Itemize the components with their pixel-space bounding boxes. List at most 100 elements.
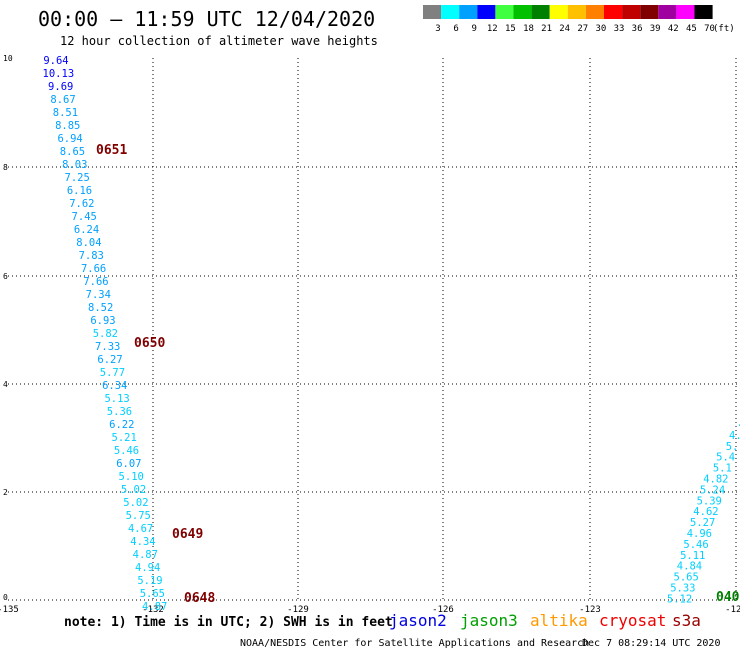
pass-time-label: 0648 <box>184 591 215 606</box>
legend-label: 27 <box>577 24 588 34</box>
wave-height-label: 6.34 <box>102 380 127 392</box>
wave-height-label: 5.39 <box>697 495 722 507</box>
footer-note: note: 1) Time is in UTC; 2) SWH is in fe… <box>64 615 393 630</box>
wave-height-label: 5.75 <box>126 510 151 522</box>
x-tick-label: -132 <box>142 605 164 615</box>
wave-height-label: 7.34 <box>86 289 111 301</box>
pass-time-label: 0651 <box>96 143 127 158</box>
satellite-track-right: 44.5.5.45.14.825.245.394.625.274.965.465… <box>667 419 740 605</box>
wave-height-label: 4.67 <box>128 523 153 535</box>
wave-height-label: 8.65 <box>60 146 85 158</box>
wave-height-label: 4.87 <box>142 601 167 613</box>
legend-swatch <box>513 5 532 19</box>
wave-height-label: 5.46 <box>114 445 139 457</box>
color-legend: 3 6 9 12 15 18 21 24 27 30 33 36 39 42 45 70 <box>423 5 715 34</box>
wave-height-label: 8.03 <box>62 159 87 171</box>
wave-height-label: 4.62 <box>693 506 718 518</box>
wave-height-label: 6.22 <box>109 419 134 431</box>
x-tick-label: -120 <box>725 605 740 615</box>
wave-height-label: 7.25 <box>65 172 90 184</box>
wave-height-label: 5.65 <box>140 588 165 600</box>
wave-height-label: 6.93 <box>90 315 115 327</box>
wave-height-label: 7.66 <box>81 263 106 275</box>
footer-timestamp: Dec 7 08:29:14 UTC 2020 <box>582 638 720 649</box>
legend-label: 45 <box>686 24 697 34</box>
wave-height-label: 5.19 <box>137 575 162 587</box>
satellite-name: s3a <box>672 611 701 630</box>
title: 00:00 – 11:59 UTC 12/04/2020 <box>38 7 375 31</box>
legend-swatch <box>477 5 496 19</box>
wave-height-label: 10.13 <box>43 68 75 80</box>
x-tick-label: -129 <box>287 605 309 615</box>
wave-height-label: 5.33 <box>670 583 695 595</box>
legend-swatch <box>658 5 677 19</box>
y-tick-label: 10 <box>3 54 13 63</box>
wave-height-label: 8.52 <box>88 302 113 314</box>
legend-label: 12 <box>487 24 498 34</box>
wave-height-label: 5.4 <box>716 452 735 464</box>
wave-height-label: 4.34 <box>130 536 155 548</box>
wave-height-label: 5.02 <box>121 484 146 496</box>
legend-swatch <box>495 5 514 19</box>
legend-swatch <box>640 5 659 19</box>
legend-swatch <box>604 5 623 19</box>
pass-time-label: 0649 <box>172 527 203 542</box>
wave-height-label: 5.13 <box>104 393 129 405</box>
wave-height-label: 5.77 <box>100 367 125 379</box>
x-tick-label: -126 <box>432 605 454 615</box>
wave-height-label: 7.83 <box>79 250 104 262</box>
legend-swatch <box>441 5 460 19</box>
wave-height-label: 7.33 <box>95 341 120 353</box>
wave-height-label: 5.27 <box>690 517 715 529</box>
wave-height-label: 5. <box>726 441 739 453</box>
legend-label: 18 <box>523 24 534 34</box>
wave-height-label: 4.82 <box>703 474 728 486</box>
wave-height-label: 5.10 <box>119 471 144 483</box>
wave-height-label: 6.24 <box>74 224 99 236</box>
y-tick-label: 4 <box>3 380 8 389</box>
legend-label: 6 <box>453 24 458 34</box>
wave-height-label: 5.1 <box>713 463 732 475</box>
wave-height-label: 8.04 <box>76 237 101 249</box>
legend-label: 9 <box>471 24 476 34</box>
wave-height-label: 5.02 <box>123 497 148 509</box>
legend-swatch <box>585 5 604 19</box>
wave-height-label: 6.27 <box>97 354 122 366</box>
subtitle: 12 hour collection of altimeter wave hei… <box>60 34 378 48</box>
wave-height-label: 5.12 <box>667 593 692 605</box>
axis-ticks: -135 -132 -129 -126 -123 -120 0 2 4 6 8 10 <box>0 54 740 615</box>
wave-height-label: 5.36 <box>107 406 132 418</box>
wave-height-label: 8.51 <box>53 107 78 119</box>
legend-label: 24 <box>559 24 570 34</box>
pass-time-label: 0650 <box>134 336 165 351</box>
pass-time-label: 040 <box>716 590 740 605</box>
satellite-name: jason2 <box>389 611 447 630</box>
wave-height-label: 5.24 <box>700 484 725 496</box>
wave-height-label: 4.87 <box>133 549 158 561</box>
legend-label: 39 <box>650 24 661 34</box>
legend-label: 70 <box>704 24 715 34</box>
wave-height-label: 8.85 <box>55 120 80 132</box>
y-tick-label: 6 <box>3 272 8 281</box>
wave-height-label: 5.65 <box>674 572 699 584</box>
wave-height-label: 7.62 <box>69 198 94 210</box>
satellite-name: jason3 <box>460 611 518 630</box>
y-tick-label: 8 <box>3 163 8 172</box>
satellite-name: cryosat <box>599 611 666 630</box>
wave-height-label: 6.16 <box>67 185 92 197</box>
x-tick-label: -123 <box>579 605 601 615</box>
legend-label: 42 <box>668 24 679 34</box>
wave-height-label: 5.46 <box>683 539 708 551</box>
satellite-track-left: 9.6410.139.698.678.518.856.948.658.037.2… <box>43 55 216 613</box>
wave-height-label: 9.69 <box>48 81 73 93</box>
wave-height-label: 7.45 <box>72 211 97 223</box>
legend-swatch <box>459 5 478 19</box>
legend-swatch <box>676 5 695 19</box>
wave-height-label: 4.84 <box>677 561 702 573</box>
footer-credit: NOAA/NESDIS Center for Satellite Applica… <box>240 638 589 649</box>
legend-label: 36 <box>632 24 643 34</box>
wave-height-label: 4. <box>729 430 740 442</box>
wave-height-label: 7.66 <box>83 276 108 288</box>
